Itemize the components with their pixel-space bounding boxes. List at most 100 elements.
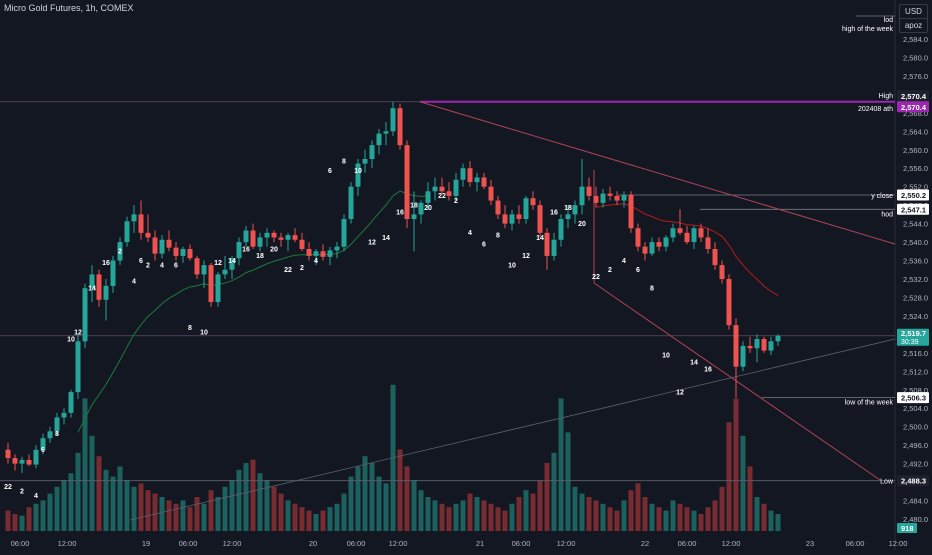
session-annotation: 2 [300,265,304,272]
session-annotation: 4 [314,258,318,265]
volume-bar [712,500,718,531]
session-annotation: 22 [284,267,292,274]
y-tick-label: 2,556.0 [903,164,928,173]
candle-body [502,214,508,224]
volume-bar [747,466,753,531]
volume-bar [488,503,494,531]
session-annotation: 22 [438,193,446,200]
session-annotation: 8 [55,431,59,438]
volume-bar [761,503,767,531]
session-annotation: 2 [146,262,150,269]
currency-selector[interactable]: USD apoz [899,4,928,33]
volume-bar [481,500,487,531]
volume-badge-bg [897,523,917,533]
moving-averages [77,190,779,433]
volume-bar [138,483,144,531]
session-annotation: 10 [67,336,75,343]
low-of-week-price-badge-bg [897,392,929,404]
volume-bar [40,500,46,531]
candle-body [621,195,627,201]
price-axis[interactable]: 2,480.02,484.02,488.02,492.02,496.02,500… [897,35,929,533]
candle-body [677,228,683,233]
volume-bar [201,503,207,531]
volume-bar [117,466,123,531]
candle-body [495,200,501,215]
candle-body [103,285,109,300]
candle-body [530,198,536,206]
session-annotation: 10 [354,168,362,175]
candle-body [383,131,389,134]
volume-bar [89,435,95,531]
candle-body [425,191,431,203]
y-tick-label: 2,504.0 [903,404,928,413]
session-annotation: 6 [328,168,332,175]
candle-timer: 30:39 [901,339,919,346]
candle-body [334,246,340,251]
candle-body [670,228,676,238]
session-annotation: 2 [454,198,458,205]
candle-body [348,186,354,219]
session-annotation: 6 [174,262,178,269]
session-annotation: 14 [382,235,390,242]
volume-bar [439,503,445,531]
volume-bar [264,480,270,531]
volume-bar [131,486,137,531]
session-annotation: 4 [622,258,626,265]
candle-body [453,179,459,196]
x-tick-label: 23 [806,539,814,548]
candle-body [187,249,193,259]
volume-bar [54,486,60,531]
candle-body [509,214,515,224]
volume-bar [334,503,340,531]
candle-body [411,214,417,219]
time-axis[interactable]: 06:00 12:00 19 06:00 12:00 20 06:00 12:00 21 06:0… [11,539,908,548]
candle-body [439,186,445,192]
volume-bar [355,466,361,531]
candle-body [131,214,137,222]
session-annotation: 18 [410,202,418,209]
volume-bar [152,493,158,531]
x-tick-label: 12:00 [389,539,408,548]
y-tick-label: 2,484.0 [903,497,928,506]
candle-body [166,239,172,248]
volume-bar [572,486,578,531]
volume-bar [376,476,382,531]
candle-body [243,230,249,243]
low-level-label: Low [880,479,894,486]
candle-body [362,159,368,164]
volume-bar [145,490,151,531]
y-tick-label: 2,568.0 [903,109,928,118]
volume-bar [173,503,179,531]
volume-bar [705,507,711,531]
candles[interactable] [5,101,781,473]
volume-bar [341,493,347,531]
volume-bar [194,497,200,531]
volume-bar [579,493,585,531]
candle-body [593,195,599,203]
x-tick-label: 19 [142,539,150,548]
volume-bar [565,432,571,531]
volume-bar [768,510,774,531]
setting-label[interactable]: apoz [900,18,927,32]
volume-bars [5,384,781,531]
drawn-lines [0,15,896,521]
volume-bar [740,435,746,531]
candle-body [82,288,88,342]
candle-body [257,237,263,247]
y-tick-label: 2,524.0 [903,312,928,321]
volume-bar [236,469,242,531]
level-labels: lod high of the week High 202408 ath y close… [842,17,894,486]
candle-body [698,228,704,238]
candle-body [586,186,592,196]
candle-body [327,250,333,257]
ath-price-badge-bg [897,101,929,113]
candle-body [705,237,711,249]
volume-bar [250,459,256,531]
session-annotation: 4 [160,262,164,269]
currency-label[interactable]: USD [905,7,922,16]
hod-price-badge: 2,547.1 [901,205,926,214]
volume-bar [733,398,739,531]
session-annotation: 4 [468,230,472,237]
